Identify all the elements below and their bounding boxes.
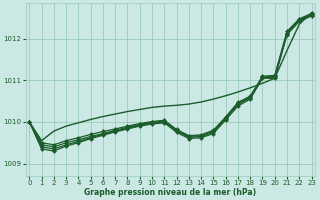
X-axis label: Graphe pression niveau de la mer (hPa): Graphe pression niveau de la mer (hPa) (84, 188, 257, 197)
